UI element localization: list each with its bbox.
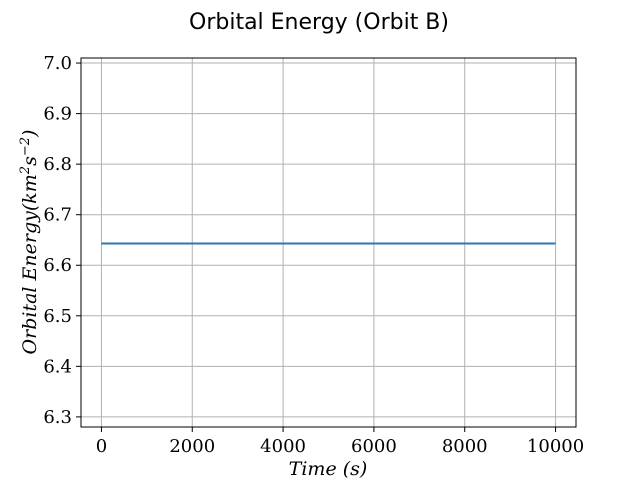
tick-marks: [76, 62, 557, 432]
plot-area: [76, 57, 577, 432]
x-tick-label: 2000: [169, 436, 215, 457]
y-axis-label-close: ): [19, 130, 41, 138]
y-tick-labels: 6.3 6.4 6.5 6.6 6.7 6.8 6.9 7.0: [43, 53, 72, 428]
x-tick-label: 8000: [442, 436, 488, 457]
y-axis-label-superscript-2: −2: [18, 137, 33, 156]
y-axis-label-superscript-1: 2: [18, 166, 33, 175]
y-tick-label: 6.7: [43, 205, 72, 226]
grid-lines: [81, 58, 576, 427]
y-tick-label: 6.5: [43, 306, 72, 327]
x-tick-labels: 0 2000 4000 6000 8000 10000: [96, 436, 584, 457]
y-axis-label-middle: s: [19, 156, 41, 166]
x-tick-label: 4000: [260, 436, 306, 457]
chart-title: Orbital Energy (Orbit B): [189, 10, 449, 35]
y-tick-label: 6.6: [43, 255, 72, 276]
y-axis-label-text: Orbital Energy(km: [19, 174, 41, 354]
y-axis-label: Orbital Energy(km2s−2): [18, 130, 41, 355]
y-tick-label: 6.8: [43, 154, 72, 175]
x-tick-label: 6000: [351, 436, 397, 457]
y-tick-label: 7.0: [43, 53, 72, 74]
x-tick-label: 10000: [527, 436, 584, 457]
y-tick-label: 6.9: [43, 104, 72, 125]
x-axis-label: Time (s): [289, 458, 368, 480]
y-tick-label: 6.4: [43, 356, 72, 377]
x-tick-label: 0: [96, 436, 107, 457]
y-tick-label: 6.3: [43, 407, 72, 428]
axes-frame: [80, 57, 577, 428]
